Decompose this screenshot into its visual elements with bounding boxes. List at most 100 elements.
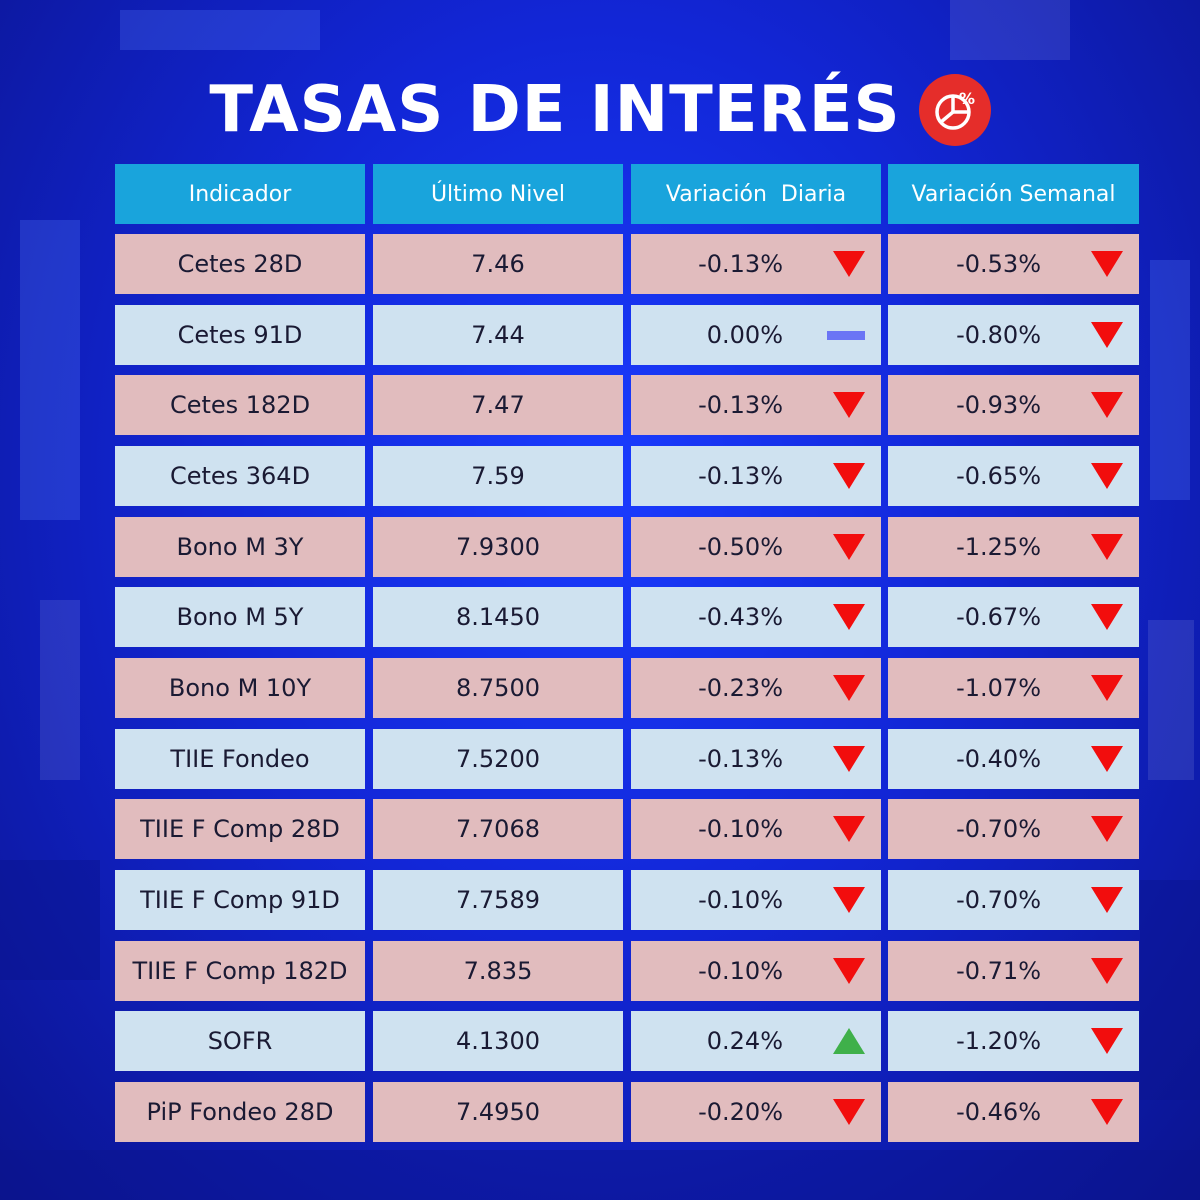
indicador-label: TIIE F Comp 182D bbox=[132, 957, 348, 985]
variacion-diaria-value: -0.10% bbox=[698, 957, 783, 985]
nivel-cell: 8.1450 bbox=[373, 587, 623, 647]
indicador-cell: Bono M 10Y bbox=[115, 658, 365, 718]
nivel-value: 7.59 bbox=[471, 462, 525, 490]
variacion-diaria-value: -0.13% bbox=[698, 745, 783, 773]
variacion-semanal-value: -0.53% bbox=[956, 250, 1041, 278]
indicador-label: Bono M 3Y bbox=[176, 533, 304, 561]
variacion-semanal-value: -0.70% bbox=[956, 886, 1041, 914]
percentage-pie-chart-icon: % bbox=[918, 74, 991, 146]
down-arrow-icon bbox=[833, 816, 865, 842]
down-arrow-icon bbox=[1091, 746, 1123, 772]
down-arrow-icon bbox=[833, 463, 865, 489]
variacion-semanal-cell: -0.93% bbox=[888, 375, 1139, 435]
nivel-value: 7.5200 bbox=[456, 745, 540, 773]
indicador-cell: TIIE F Comp 91D bbox=[115, 870, 365, 930]
nivel-value: 8.1450 bbox=[456, 603, 540, 631]
variacion-semanal-cell: -0.53% bbox=[888, 234, 1139, 294]
variacion-diaria-value: -0.10% bbox=[698, 886, 783, 914]
indicador-cell: Bono M 5Y bbox=[115, 587, 365, 647]
nivel-value: 7.4950 bbox=[456, 1098, 540, 1126]
down-arrow-icon bbox=[833, 534, 865, 560]
variacion-semanal-value: -0.65% bbox=[956, 462, 1041, 490]
variacion-diaria-value: -0.23% bbox=[698, 674, 783, 702]
variacion-diaria-value: -0.43% bbox=[698, 603, 783, 631]
indicador-label: Bono M 10Y bbox=[168, 674, 312, 702]
variacion-semanal-value: -0.67% bbox=[956, 603, 1041, 631]
down-arrow-icon bbox=[1091, 463, 1123, 489]
nivel-value: 7.44 bbox=[471, 321, 525, 349]
nivel-value: 7.835 bbox=[463, 957, 533, 985]
up-arrow-icon bbox=[833, 1028, 865, 1054]
down-arrow-icon bbox=[1091, 322, 1123, 348]
variacion-semanal-cell: -1.07% bbox=[888, 658, 1139, 718]
header-variacion-semanal: Variación Semanal bbox=[888, 164, 1139, 224]
variacion-diaria-cell: 0.00% bbox=[631, 305, 881, 365]
down-arrow-icon bbox=[1091, 816, 1123, 842]
variacion-diaria-value: 0.00% bbox=[706, 321, 783, 349]
variacion-semanal-value: -1.07% bbox=[956, 674, 1041, 702]
nivel-cell: 8.7500 bbox=[373, 658, 623, 718]
header-indicador: Indicador bbox=[115, 164, 365, 224]
variacion-semanal-value: -0.40% bbox=[956, 745, 1041, 773]
variacion-semanal-cell: -1.25% bbox=[888, 517, 1139, 577]
nivel-value: 7.47 bbox=[471, 391, 525, 419]
variacion-diaria-cell: -0.50% bbox=[631, 517, 881, 577]
variacion-diaria-value: -0.50% bbox=[698, 533, 783, 561]
indicador-label: Cetes 28D bbox=[177, 250, 303, 278]
nivel-cell: 7.47 bbox=[373, 375, 623, 435]
down-arrow-icon bbox=[1091, 887, 1123, 913]
variacion-semanal-cell: -0.46% bbox=[888, 1082, 1139, 1142]
nivel-cell: 7.835 bbox=[373, 941, 623, 1001]
indicador-label: PiP Fondeo 28D bbox=[146, 1098, 334, 1126]
variacion-diaria-cell: -0.10% bbox=[631, 941, 881, 1001]
page-title: TASAS DE INTERÉS bbox=[209, 73, 901, 147]
variacion-semanal-value: -0.46% bbox=[956, 1098, 1041, 1126]
variacion-diaria-cell: 0.24% bbox=[631, 1011, 881, 1071]
variacion-diaria-cell: -0.13% bbox=[631, 729, 881, 789]
indicador-cell: Bono M 3Y bbox=[115, 517, 365, 577]
indicador-cell: TIIE F Comp 28D bbox=[115, 799, 365, 859]
down-arrow-icon bbox=[833, 958, 865, 984]
down-arrow-icon bbox=[833, 675, 865, 701]
nivel-cell: 4.1300 bbox=[373, 1011, 623, 1071]
down-arrow-icon bbox=[1091, 675, 1123, 701]
nivel-value: 4.1300 bbox=[456, 1027, 540, 1055]
indicador-cell: Cetes 364D bbox=[115, 446, 365, 506]
nivel-cell: 7.7068 bbox=[373, 799, 623, 859]
down-arrow-icon bbox=[1091, 1099, 1123, 1125]
nivel-cell: 7.46 bbox=[373, 234, 623, 294]
variacion-semanal-cell: -0.70% bbox=[888, 799, 1139, 859]
down-arrow-icon bbox=[833, 392, 865, 418]
variacion-semanal-cell: -0.67% bbox=[888, 587, 1139, 647]
variacion-semanal-value: -0.93% bbox=[956, 391, 1041, 419]
down-arrow-icon bbox=[833, 604, 865, 630]
indicador-cell: SOFR bbox=[115, 1011, 365, 1071]
nivel-cell: 7.59 bbox=[373, 446, 623, 506]
variacion-diaria-value: -0.13% bbox=[698, 462, 783, 490]
nivel-cell: 7.7589 bbox=[373, 870, 623, 930]
nivel-value: 7.7068 bbox=[456, 815, 540, 843]
indicador-label: Cetes 182D bbox=[169, 391, 311, 419]
down-arrow-icon bbox=[1091, 604, 1123, 630]
header-ultimo-nivel: Último Nivel bbox=[373, 164, 623, 224]
down-arrow-icon bbox=[1091, 392, 1123, 418]
title-bar: TASAS DE INTERÉS % bbox=[0, 70, 1200, 150]
variacion-diaria-value: -0.10% bbox=[698, 815, 783, 843]
nivel-value: 7.46 bbox=[471, 250, 525, 278]
indicador-label: TIIE F Comp 28D bbox=[140, 815, 340, 843]
nivel-cell: 7.44 bbox=[373, 305, 623, 365]
down-arrow-icon bbox=[1091, 1028, 1123, 1054]
indicador-cell: Cetes 91D bbox=[115, 305, 365, 365]
variacion-semanal-cell: -0.65% bbox=[888, 446, 1139, 506]
variacion-semanal-value: -1.20% bbox=[956, 1027, 1041, 1055]
variacion-diaria-value: -0.20% bbox=[698, 1098, 783, 1126]
indicador-cell: Cetes 28D bbox=[115, 234, 365, 294]
variacion-diaria-value: -0.13% bbox=[698, 250, 783, 278]
variacion-diaria-cell: -0.10% bbox=[631, 799, 881, 859]
variacion-diaria-cell: -0.13% bbox=[631, 446, 881, 506]
variacion-diaria-cell: -0.13% bbox=[631, 234, 881, 294]
variacion-diaria-value: 0.24% bbox=[706, 1027, 783, 1055]
nivel-cell: 7.9300 bbox=[373, 517, 623, 577]
variacion-diaria-cell: -0.23% bbox=[631, 658, 881, 718]
down-arrow-icon bbox=[1091, 534, 1123, 560]
